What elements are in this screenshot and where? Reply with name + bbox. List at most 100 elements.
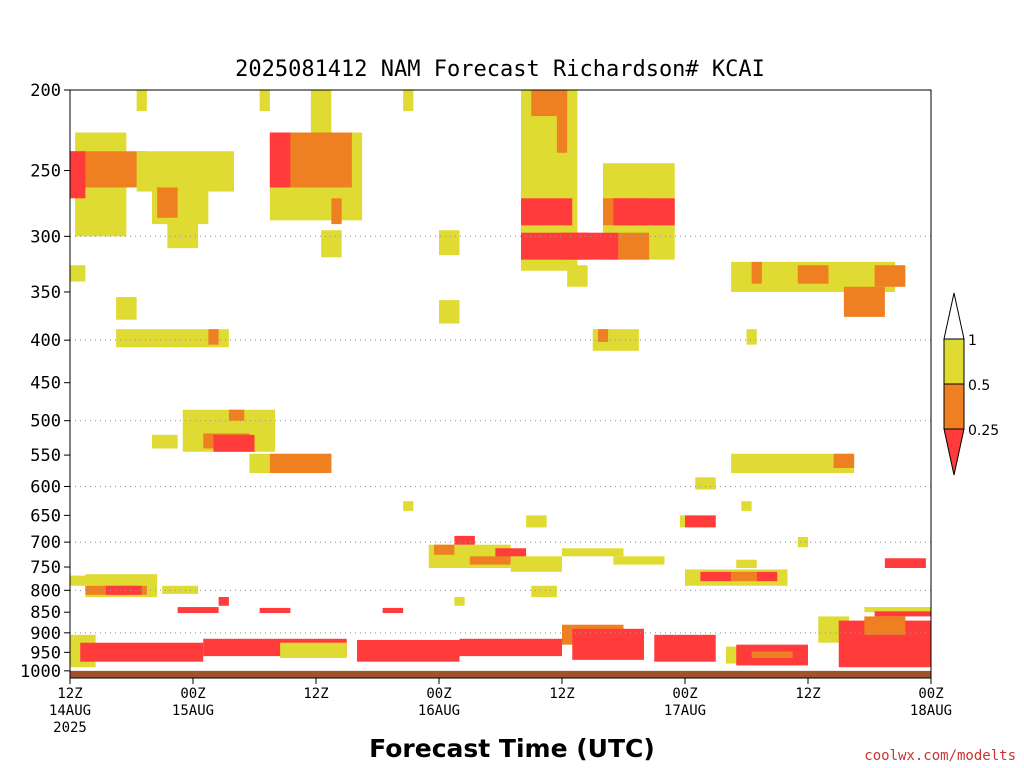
- ri-region: [177, 607, 219, 614]
- grid-lines: [70, 235, 931, 634]
- ri-region: [700, 571, 732, 582]
- x-tick-label: 12Z: [303, 686, 328, 702]
- y-tick-label: 450: [30, 374, 61, 394]
- ri-region: [613, 556, 665, 565]
- ri-region: [874, 265, 906, 287]
- y-tick-label: 550: [30, 446, 61, 466]
- x-tick-label: 15AUG: [172, 703, 214, 719]
- ri-region: [208, 329, 219, 345]
- colorbar-swatch: [943, 428, 965, 476]
- ri-region: [654, 634, 716, 662]
- ri-region: [526, 515, 547, 528]
- y-tick-label: 900: [30, 624, 61, 644]
- x-tick-label: 00Z: [426, 686, 451, 702]
- ri-region: [331, 198, 342, 225]
- y-tick-label: 700: [30, 533, 61, 553]
- x-tick-label: 00Z: [180, 686, 205, 702]
- ri-region: [531, 585, 557, 598]
- ri-region: [269, 132, 291, 188]
- ri-region: [269, 453, 332, 474]
- ri-region: [685, 515, 716, 528]
- y-tick-label: 250: [30, 162, 61, 182]
- x-tick-label: 12Z: [795, 686, 820, 702]
- ri-region: [864, 616, 906, 635]
- y-tick-label: 1000: [20, 662, 61, 682]
- y-tick-label: 350: [30, 283, 61, 303]
- colorbar-swatch: [943, 338, 965, 385]
- ri-region: [510, 556, 562, 572]
- ri-region: [597, 329, 609, 342]
- x-axis-label: Forecast Time (UTC): [369, 734, 655, 763]
- colorbar-swatch: [943, 292, 965, 340]
- colorbar-label: 0.5: [968, 378, 990, 394]
- ri-region: [321, 230, 342, 258]
- ri-region: [310, 90, 332, 133]
- ri-region: [746, 329, 757, 345]
- ri-region: [116, 297, 137, 320]
- ri-region: [751, 261, 762, 284]
- ri-region: [454, 535, 475, 545]
- ri-region: [439, 300, 460, 324]
- ri-region: [157, 187, 178, 218]
- ri-region: [562, 548, 624, 557]
- ri-region: [864, 607, 931, 613]
- x-tick-label: 12Z: [549, 686, 574, 702]
- chart-title: 2025081412 NAM Forecast Richardson# KCAI: [235, 57, 765, 82]
- ri-region: [736, 559, 757, 568]
- ri-region: [218, 597, 229, 606]
- ri-region: [382, 607, 404, 614]
- ri-region: [228, 409, 245, 421]
- plot-area: [70, 90, 931, 668]
- y-tick-label: 850: [30, 603, 61, 623]
- colorbar-legend: 0.25 0.5 1: [943, 292, 999, 476]
- x-tick-label: 2025: [53, 720, 87, 736]
- ri-region: [136, 90, 147, 112]
- y-tick-label: 400: [30, 331, 61, 351]
- ri-region: [556, 90, 568, 153]
- y-tick-label: 650: [30, 506, 61, 526]
- y-tick-label: 300: [30, 227, 61, 247]
- ri-region: [80, 642, 204, 662]
- ri-region: [454, 597, 465, 606]
- ri-region: [70, 151, 86, 199]
- ri-region: [618, 232, 650, 260]
- ri-region: [521, 198, 573, 226]
- ri-region: [884, 558, 926, 568]
- ri-region: [136, 151, 234, 192]
- credit-text: coolwx.com/modelts: [864, 748, 1016, 764]
- ri-region: [731, 453, 855, 474]
- ri-region: [259, 607, 291, 614]
- ri-region: [469, 556, 511, 565]
- ri-region: [259, 90, 270, 112]
- ri-region: [70, 265, 86, 282]
- ri-region: [459, 638, 562, 657]
- x-tick-label: 18AUG: [910, 703, 952, 719]
- colorbar-swatch: [943, 383, 965, 430]
- ri-region: [874, 611, 931, 617]
- y-tick-label: 800: [30, 581, 61, 601]
- ri-region: [116, 329, 229, 348]
- y-tick-label: 500: [30, 412, 61, 432]
- ri-region: [280, 642, 347, 658]
- x-tick-label: 14AUG: [49, 703, 91, 719]
- ri-region: [562, 232, 619, 260]
- ri-region: [572, 628, 644, 660]
- ri-region: [439, 230, 460, 256]
- ri-region: [357, 639, 460, 662]
- ri-region: [695, 477, 716, 490]
- ri-region: [797, 265, 829, 284]
- ri-region: [731, 571, 757, 582]
- ri-region: [741, 501, 752, 511]
- x-tick-label: 16AUG: [418, 703, 460, 719]
- ri-region: [403, 501, 414, 511]
- ri-region: [613, 198, 675, 226]
- y-tick-label: 750: [30, 558, 61, 578]
- ri-region: [433, 544, 455, 555]
- y-tick-label: 950: [30, 643, 61, 663]
- y-tick-label: 600: [30, 477, 61, 497]
- ri-region: [403, 90, 414, 112]
- y-axis: 200 250 300 350 400 450 500 550 600 650 700 750 8008…: [20, 81, 70, 682]
- ri-region: [756, 571, 778, 582]
- ri-region: [152, 434, 178, 449]
